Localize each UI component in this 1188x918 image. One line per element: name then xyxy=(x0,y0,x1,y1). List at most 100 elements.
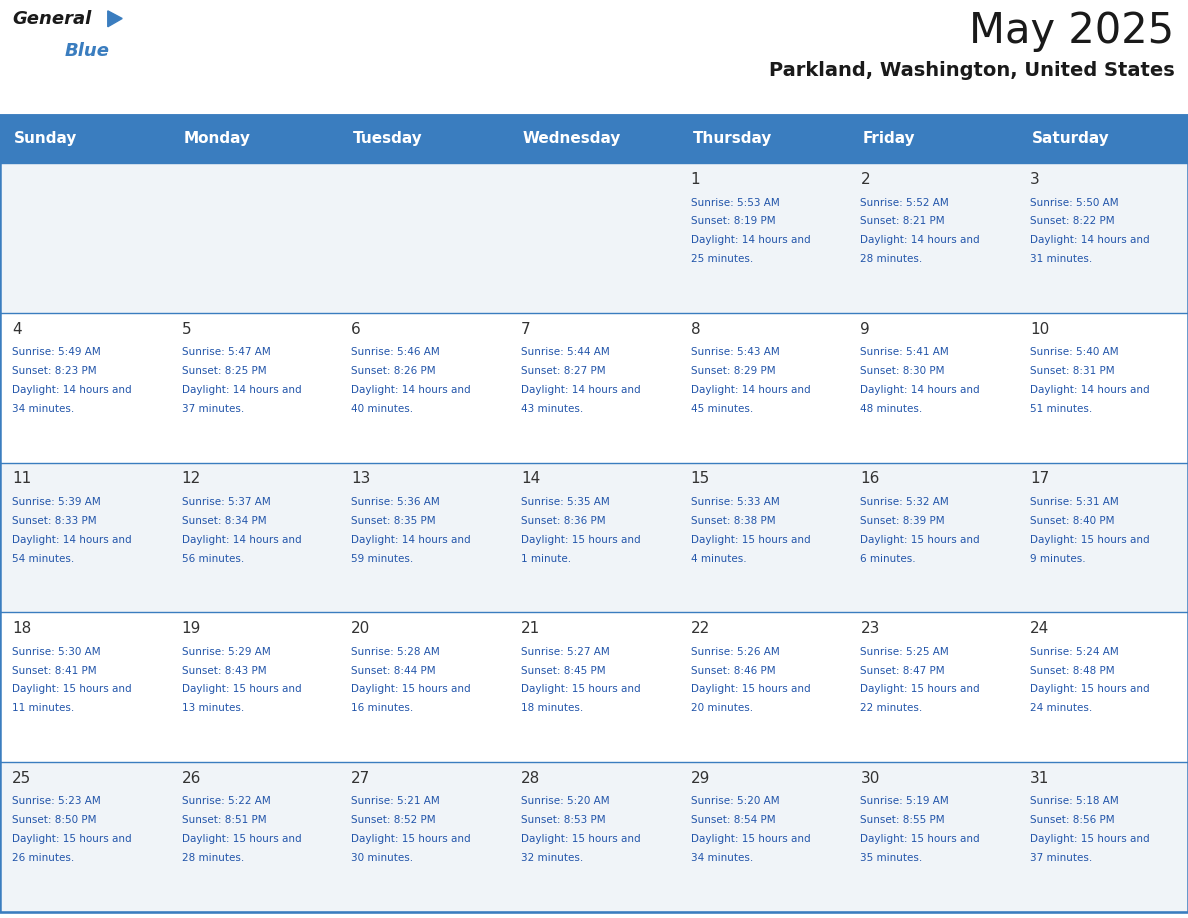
Text: Sunrise: 5:21 AM: Sunrise: 5:21 AM xyxy=(352,796,440,806)
Text: 13 minutes.: 13 minutes. xyxy=(182,703,244,713)
Text: Sunrise: 5:43 AM: Sunrise: 5:43 AM xyxy=(690,347,779,357)
Text: Monday: Monday xyxy=(183,131,251,147)
Text: Sunset: 8:31 PM: Sunset: 8:31 PM xyxy=(1030,366,1114,376)
Text: 20: 20 xyxy=(352,621,371,636)
Text: Daylight: 14 hours and: Daylight: 14 hours and xyxy=(1030,385,1150,395)
Text: Daylight: 15 hours and: Daylight: 15 hours and xyxy=(690,834,810,845)
Text: 51 minutes.: 51 minutes. xyxy=(1030,404,1093,414)
Text: Sunset: 8:38 PM: Sunset: 8:38 PM xyxy=(690,516,776,526)
Text: Sunrise: 5:36 AM: Sunrise: 5:36 AM xyxy=(352,497,440,507)
Text: Sunset: 8:52 PM: Sunset: 8:52 PM xyxy=(352,815,436,825)
Text: 40 minutes.: 40 minutes. xyxy=(352,404,413,414)
Text: Sunset: 8:27 PM: Sunset: 8:27 PM xyxy=(522,366,606,376)
Text: Daylight: 15 hours and: Daylight: 15 hours and xyxy=(860,685,980,694)
Text: 21: 21 xyxy=(522,621,541,636)
Bar xyxy=(510,463,678,612)
Text: Friday: Friday xyxy=(862,131,915,147)
Text: 1: 1 xyxy=(690,172,701,187)
Text: Sunset: 8:46 PM: Sunset: 8:46 PM xyxy=(690,666,776,676)
Text: Daylight: 14 hours and: Daylight: 14 hours and xyxy=(690,235,810,245)
Bar xyxy=(510,163,678,313)
Text: Sunset: 8:44 PM: Sunset: 8:44 PM xyxy=(352,666,436,676)
Text: Daylight: 15 hours and: Daylight: 15 hours and xyxy=(690,534,810,544)
Text: Sunrise: 5:33 AM: Sunrise: 5:33 AM xyxy=(690,497,779,507)
Text: Daylight: 15 hours and: Daylight: 15 hours and xyxy=(522,534,640,544)
Text: Sunset: 8:19 PM: Sunset: 8:19 PM xyxy=(690,217,776,227)
Text: 29: 29 xyxy=(690,771,710,786)
Bar xyxy=(0,115,1188,912)
Text: 24 minutes.: 24 minutes. xyxy=(1030,703,1093,713)
Text: Sunset: 8:41 PM: Sunset: 8:41 PM xyxy=(12,666,96,676)
Text: General: General xyxy=(12,10,91,28)
Text: Sunrise: 5:29 AM: Sunrise: 5:29 AM xyxy=(182,646,271,656)
Text: Daylight: 14 hours and: Daylight: 14 hours and xyxy=(860,385,980,395)
Text: Daylight: 15 hours and: Daylight: 15 hours and xyxy=(182,834,302,845)
Text: Sunrise: 5:35 AM: Sunrise: 5:35 AM xyxy=(522,497,609,507)
Text: 9 minutes.: 9 minutes. xyxy=(1030,554,1086,564)
Text: Daylight: 14 hours and: Daylight: 14 hours and xyxy=(182,385,302,395)
Bar xyxy=(678,313,848,463)
Bar xyxy=(848,612,1018,762)
Bar xyxy=(848,313,1018,463)
Text: 16: 16 xyxy=(860,472,880,487)
Text: 1 minute.: 1 minute. xyxy=(522,554,571,564)
Text: 15: 15 xyxy=(690,472,710,487)
Text: 4: 4 xyxy=(12,322,21,337)
Text: 11 minutes.: 11 minutes. xyxy=(12,703,74,713)
Bar xyxy=(1018,115,1188,163)
Text: 24: 24 xyxy=(1030,621,1049,636)
Text: 25: 25 xyxy=(12,771,31,786)
Text: 22 minutes.: 22 minutes. xyxy=(860,703,923,713)
Text: 11: 11 xyxy=(12,472,31,487)
Text: Daylight: 14 hours and: Daylight: 14 hours and xyxy=(182,534,302,544)
Text: Sunset: 8:34 PM: Sunset: 8:34 PM xyxy=(182,516,266,526)
Text: 35 minutes.: 35 minutes. xyxy=(860,853,923,863)
Text: Daylight: 15 hours and: Daylight: 15 hours and xyxy=(1030,685,1150,694)
Text: 6: 6 xyxy=(352,322,361,337)
Text: Daylight: 15 hours and: Daylight: 15 hours and xyxy=(522,834,640,845)
Text: Daylight: 15 hours and: Daylight: 15 hours and xyxy=(12,834,132,845)
Text: Daylight: 14 hours and: Daylight: 14 hours and xyxy=(12,534,132,544)
Bar xyxy=(1018,612,1188,762)
Text: Sunset: 8:51 PM: Sunset: 8:51 PM xyxy=(182,815,266,825)
Text: Parkland, Washington, United States: Parkland, Washington, United States xyxy=(769,62,1175,80)
Bar xyxy=(340,762,510,912)
Bar xyxy=(340,115,510,163)
Text: 14: 14 xyxy=(522,472,541,487)
Text: Thursday: Thursday xyxy=(693,131,772,147)
Text: 19: 19 xyxy=(182,621,201,636)
Text: Sunset: 8:56 PM: Sunset: 8:56 PM xyxy=(1030,815,1114,825)
Text: May 2025: May 2025 xyxy=(969,10,1175,52)
Text: 37 minutes.: 37 minutes. xyxy=(182,404,244,414)
Text: Sunrise: 5:50 AM: Sunrise: 5:50 AM xyxy=(1030,197,1119,207)
Text: 31: 31 xyxy=(1030,771,1049,786)
Bar xyxy=(0,762,170,912)
Text: Daylight: 15 hours and: Daylight: 15 hours and xyxy=(522,685,640,694)
Text: Sunset: 8:23 PM: Sunset: 8:23 PM xyxy=(12,366,96,376)
Text: Daylight: 15 hours and: Daylight: 15 hours and xyxy=(690,685,810,694)
Text: Sunset: 8:43 PM: Sunset: 8:43 PM xyxy=(182,666,266,676)
Text: 18: 18 xyxy=(12,621,31,636)
Text: Sunset: 8:50 PM: Sunset: 8:50 PM xyxy=(12,815,96,825)
Bar xyxy=(0,612,170,762)
Text: 30: 30 xyxy=(860,771,880,786)
Text: 34 minutes.: 34 minutes. xyxy=(690,853,753,863)
Text: 32 minutes.: 32 minutes. xyxy=(522,853,583,863)
Bar xyxy=(848,463,1018,612)
Text: 59 minutes.: 59 minutes. xyxy=(352,554,413,564)
Text: Daylight: 15 hours and: Daylight: 15 hours and xyxy=(1030,834,1150,845)
Text: 23: 23 xyxy=(860,621,880,636)
Text: Blue: Blue xyxy=(64,42,109,60)
Text: 28: 28 xyxy=(522,771,541,786)
Text: Sunrise: 5:18 AM: Sunrise: 5:18 AM xyxy=(1030,796,1119,806)
Text: Sunrise: 5:40 AM: Sunrise: 5:40 AM xyxy=(1030,347,1119,357)
Bar xyxy=(678,163,848,313)
Polygon shape xyxy=(108,11,122,27)
Text: 6 minutes.: 6 minutes. xyxy=(860,554,916,564)
Text: Sunday: Sunday xyxy=(13,131,77,147)
Text: Sunrise: 5:49 AM: Sunrise: 5:49 AM xyxy=(12,347,101,357)
Bar xyxy=(0,463,170,612)
Text: 54 minutes.: 54 minutes. xyxy=(12,554,74,564)
Bar xyxy=(510,313,678,463)
Bar xyxy=(848,762,1018,912)
